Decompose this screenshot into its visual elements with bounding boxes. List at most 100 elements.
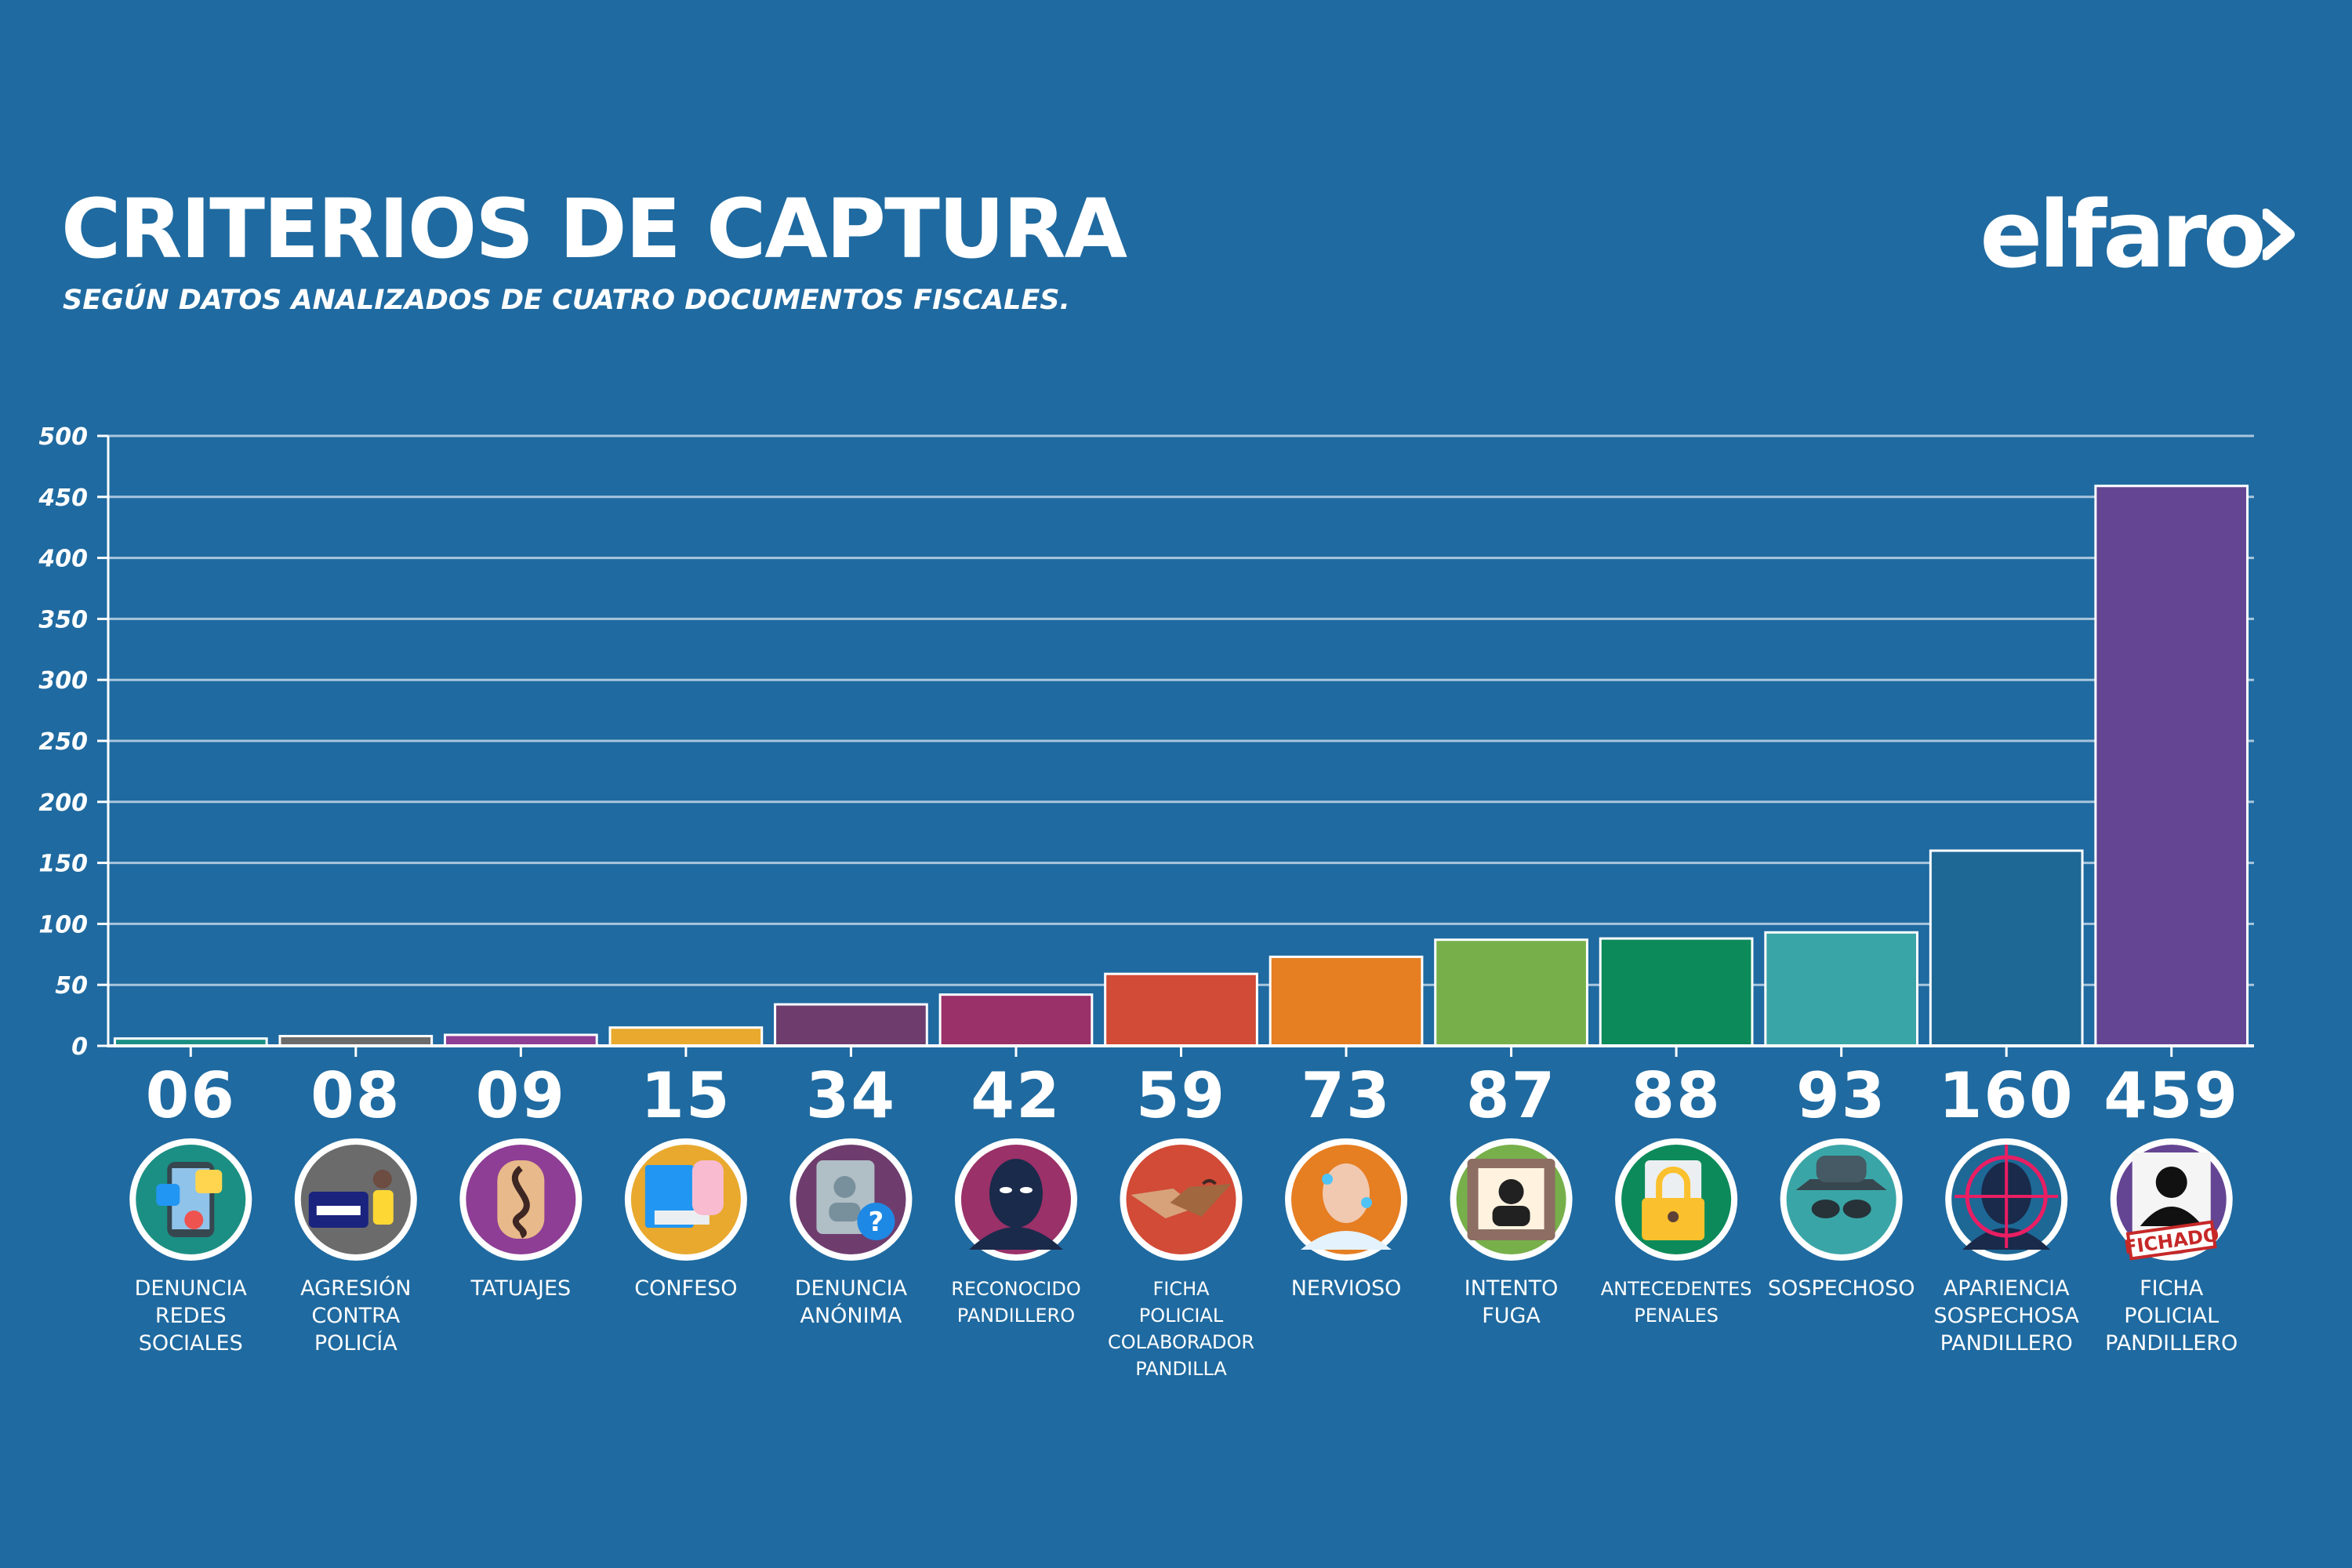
bar [1929, 849, 2084, 1047]
wanted-body [1492, 1206, 1530, 1226]
fichado-stamp [2125, 1220, 2217, 1261]
bar [443, 1033, 598, 1047]
confession-icon [644, 1160, 724, 1228]
profile-body [829, 1203, 861, 1221]
y-tick-label: 150 [38, 851, 88, 878]
criminal-record-icon [1642, 1160, 1705, 1240]
category-label: COLABORADOR [1108, 1331, 1254, 1353]
category-label: FICHA [1152, 1278, 1210, 1300]
question-mark: ? [869, 1207, 884, 1238]
arm-shape [497, 1160, 545, 1239]
category-label: REDES [155, 1304, 227, 1328]
tattoo-mark [1202, 1179, 1217, 1185]
y-tick-label: 300 [38, 667, 88, 695]
suspect-icon [1795, 1156, 1887, 1218]
elfaro-logo: elfaro [1980, 188, 2305, 281]
category-icon [1120, 1138, 1243, 1261]
y-axis-ticks: 0 50 100 150 200 250 300 350 400 450 500 [38, 423, 108, 1061]
value-label: 160 [1939, 1059, 2074, 1132]
eye-left [999, 1187, 1012, 1193]
value-labels: 06 08 09 15 34 42 59 73 87 88 93 160 459 [146, 1059, 2239, 1132]
value-label: 459 [2103, 1059, 2239, 1132]
gridlines [108, 434, 2254, 986]
category-icon [1615, 1138, 1738, 1261]
y-tick-label: 500 [38, 423, 88, 451]
value-label: 87 [1466, 1059, 1556, 1132]
chart-subtitle: SEGÚN DATOS ANALIZADOS DE CUATRO DOCUMEN… [63, 285, 1070, 316]
handshake-icon [1131, 1179, 1232, 1218]
category-label: PANDILLERO [1940, 1331, 2073, 1356]
icon-disc [1786, 1145, 1896, 1254]
shirt [1301, 1231, 1392, 1250]
value-label: 59 [1136, 1059, 1226, 1132]
value-label: 88 [1631, 1059, 1721, 1132]
category-label: SOSPECHOSA [1933, 1304, 2079, 1328]
category-label: NERVIOSO [1291, 1276, 1402, 1301]
category-label: SOCIALES [139, 1331, 243, 1356]
category-label: SOSPECHOSO [1768, 1276, 1915, 1301]
hat-brim [1795, 1179, 1887, 1190]
category-icon [1285, 1138, 1408, 1261]
escape-attempt-icon [1467, 1159, 1555, 1240]
category-icon [954, 1138, 1077, 1261]
category-label: POLICIAL [1139, 1305, 1224, 1327]
eye-right [1019, 1187, 1033, 1193]
silhouette-body [2140, 1207, 2203, 1226]
value-label: 06 [146, 1059, 236, 1132]
value-label: 42 [971, 1059, 1061, 1132]
axes [107, 436, 2254, 1057]
tattoo-icon [497, 1160, 545, 1239]
category-icons: ? FICHADO [129, 1138, 2233, 1261]
person-body [372, 1190, 394, 1225]
hand-right [1170, 1184, 1232, 1217]
bar [1434, 938, 1588, 1047]
category-label: POLICIAL [2124, 1304, 2219, 1328]
value-label: 09 [476, 1059, 566, 1132]
category-label: POLICÍA [314, 1330, 397, 1356]
social-media-icon [156, 1162, 223, 1237]
keyhole [1668, 1211, 1679, 1222]
y-tick-label: 350 [38, 606, 88, 633]
police-text-band [316, 1206, 361, 1215]
category-label: FICHA [2140, 1276, 2204, 1301]
silhouette-head [2155, 1167, 2187, 1198]
category-label: TATUAJES [470, 1276, 572, 1301]
category-label: AGRESIÓN [300, 1276, 411, 1301]
chart-title: CRITERIOS DE CAPTURA [61, 181, 1127, 277]
category-label: DENUNCIA [135, 1276, 248, 1301]
target-person-icon [1955, 1145, 2059, 1250]
category-icon: FICHADO [2110, 1138, 2233, 1261]
hashtag-bubble [156, 1184, 180, 1206]
glasses-right [1842, 1200, 1871, 1218]
value-label: 93 [1796, 1059, 1886, 1132]
nervous-person-icon [1301, 1163, 1392, 1250]
bar [2094, 485, 2249, 1047]
question-circle [857, 1203, 895, 1240]
bars [113, 485, 2249, 1047]
category-icon [624, 1138, 747, 1261]
bar [1269, 955, 1424, 1047]
value-label: 08 [310, 1059, 401, 1132]
category-icon [129, 1138, 252, 1261]
bar [938, 993, 1094, 1047]
category-label: PANDILLERO [957, 1305, 1075, 1327]
category-label: ANTECEDENTES [1601, 1278, 1752, 1300]
category-label: ANÓNIMA [800, 1303, 902, 1328]
hat-crown [1816, 1156, 1867, 1182]
category-icon [1450, 1138, 1573, 1261]
police-aggression-icon [308, 1170, 394, 1228]
category-labels: DENUNCIAREDESSOCIALESAGRESIÓNCONTRAPOLIC… [135, 1276, 2238, 1380]
bar [1599, 937, 1754, 1047]
sweat-drop-right [1361, 1197, 1373, 1208]
profile-head [833, 1176, 856, 1198]
y-tick-label: 450 [38, 485, 88, 512]
anonymous-report-icon: ? [816, 1160, 895, 1240]
category-label: PANDILLA [1135, 1358, 1227, 1380]
y-tick-label: 100 [38, 911, 88, 938]
category-icon: ? [789, 1138, 913, 1261]
y-tick-label: 50 [55, 972, 88, 1000]
person-head [372, 1170, 392, 1189]
sweat-drop-left [1322, 1174, 1334, 1185]
shoulders [968, 1227, 1063, 1250]
category-label: CONFESO [634, 1276, 737, 1301]
